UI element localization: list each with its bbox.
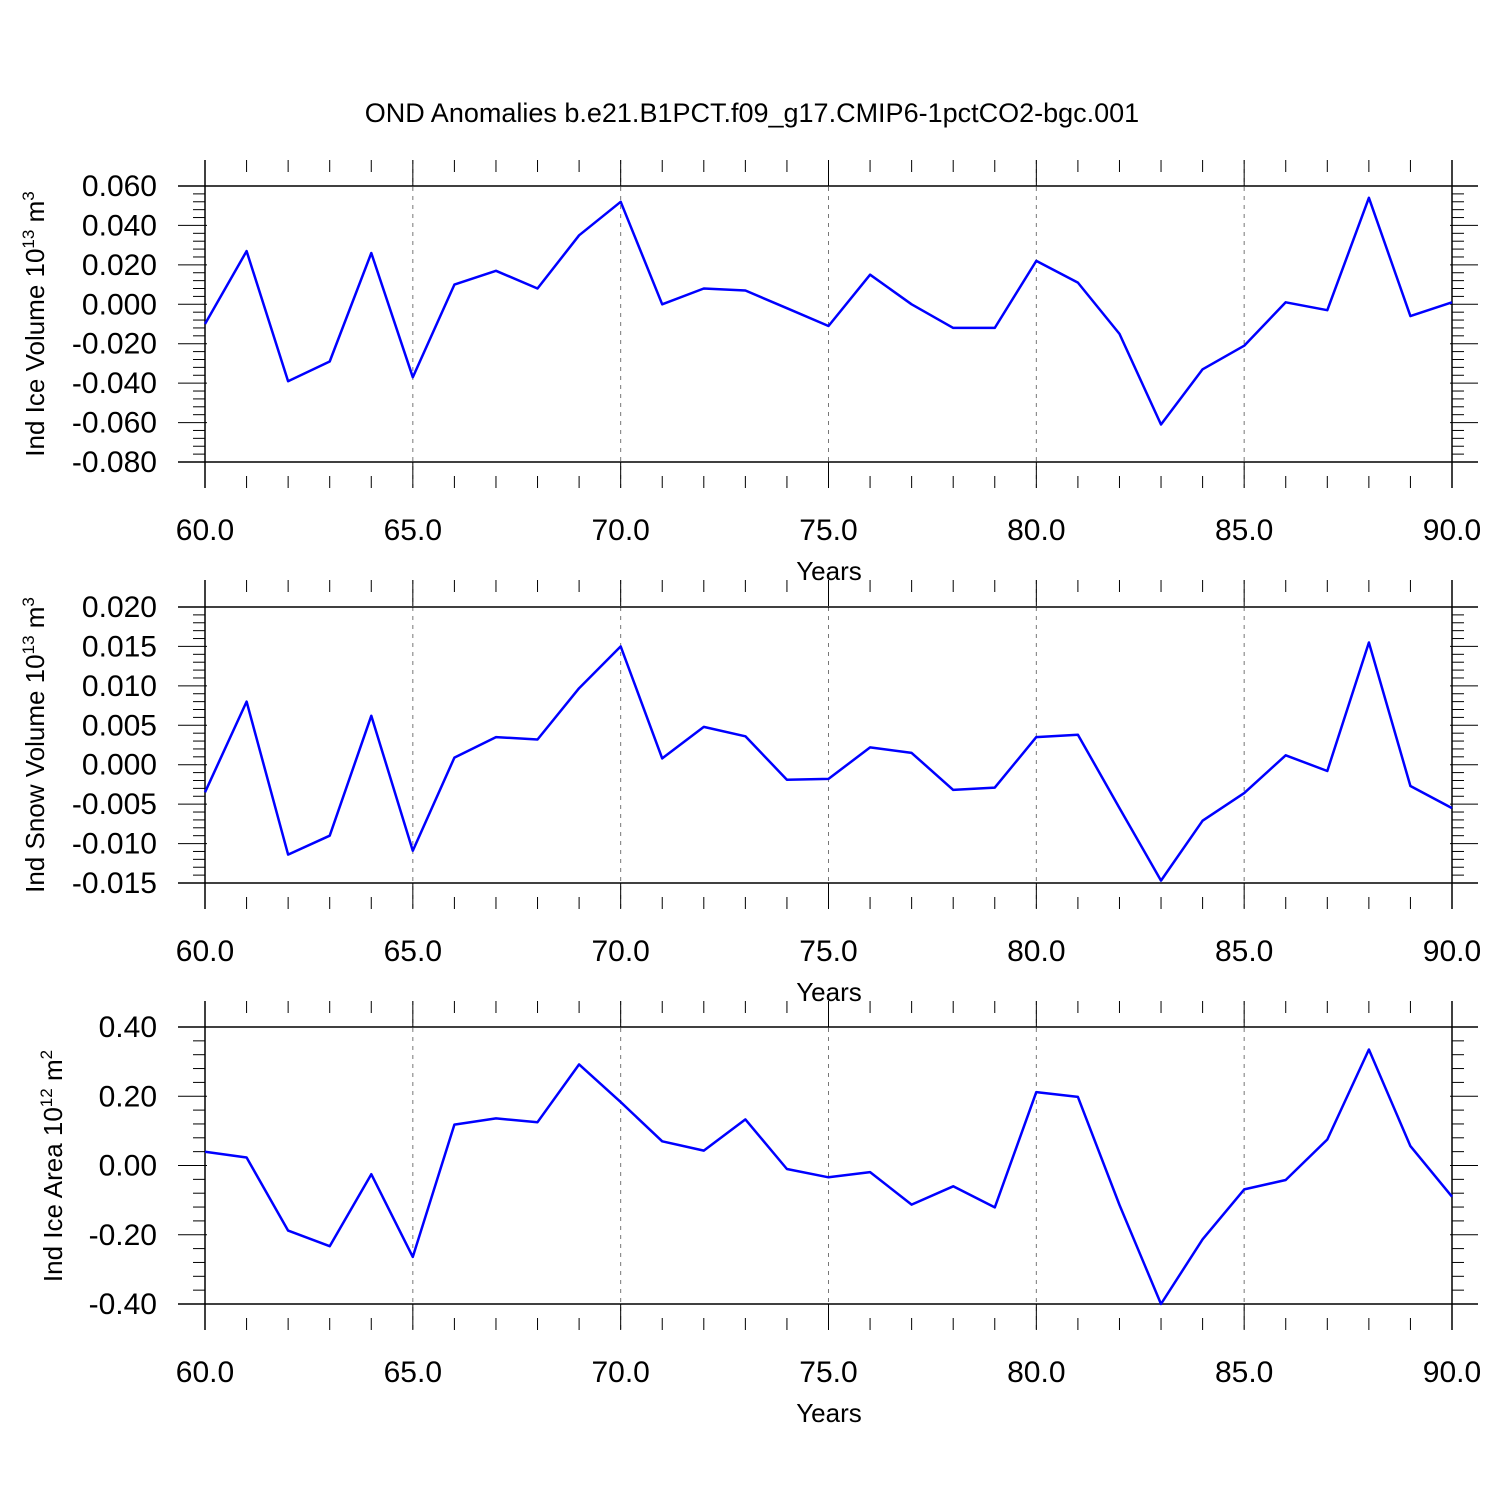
x-axis-label: Years bbox=[796, 1398, 862, 1428]
y-tick-label: -0.080 bbox=[72, 446, 157, 479]
y-tick-label: -0.005 bbox=[72, 788, 157, 821]
y-tick-label: 0.015 bbox=[82, 630, 157, 663]
x-tick-label: 70.0 bbox=[591, 514, 649, 547]
x-tick-label: 60.0 bbox=[176, 514, 234, 547]
x-tick-label: 85.0 bbox=[1215, 514, 1273, 547]
y-tick-label: 0.005 bbox=[82, 709, 157, 742]
x-tick-label: 80.0 bbox=[1007, 935, 1065, 968]
x-tick-label: 65.0 bbox=[384, 935, 442, 968]
x-tick-label: 65.0 bbox=[384, 1356, 442, 1389]
x-tick-label: 60.0 bbox=[176, 1356, 234, 1389]
y-tick-label: -0.020 bbox=[72, 328, 157, 361]
x-tick-label: 90.0 bbox=[1423, 514, 1481, 547]
y-axis-label: Ind Snow Volume 1013 m3 bbox=[19, 597, 50, 893]
series-line bbox=[203, 641, 1453, 882]
x-tick-label: 75.0 bbox=[799, 514, 857, 547]
y-tick-label: 0.40 bbox=[99, 1011, 157, 1044]
x-tick-label: 85.0 bbox=[1215, 1356, 1273, 1389]
y-tick-label: 0.20 bbox=[99, 1080, 157, 1113]
y-tick-label: -0.40 bbox=[89, 1288, 157, 1321]
x-tick-label: 75.0 bbox=[799, 935, 857, 968]
x-tick-label: 85.0 bbox=[1215, 935, 1273, 968]
x-tick-label: 70.0 bbox=[591, 935, 649, 968]
series-line bbox=[203, 196, 1453, 426]
y-axis-label: Ind Ice Volume 1013 m3 bbox=[19, 191, 50, 456]
y-tick-label: -0.060 bbox=[72, 407, 157, 440]
x-tick-label: 90.0 bbox=[1423, 1356, 1481, 1389]
x-tick-label: 65.0 bbox=[384, 514, 442, 547]
ice-volume-panel: 0.060 0.040 0.020 0.000 -0.020 -0.040 -0.060 -0… bbox=[19, 160, 1481, 586]
y-tick-label: 0.040 bbox=[82, 209, 157, 242]
figure-title: OND Anomalies b.e21.B1PCT.f09_g17.CMIP6-… bbox=[365, 98, 1139, 128]
y-tick-label: -0.20 bbox=[89, 1219, 157, 1252]
y-tick-label: 0.000 bbox=[82, 749, 157, 782]
series-line bbox=[204, 1048, 1453, 1306]
snow-volume-panel: 0.020 0.015 0.010 0.005 0.000 -0.005 -0.010 -0.… bbox=[19, 580, 1481, 1007]
x-tick-label: 80.0 bbox=[1007, 514, 1065, 547]
y-tick-label: 0.020 bbox=[82, 591, 157, 624]
x-tick-label: 60.0 bbox=[176, 935, 234, 968]
y-tick-label: 0.060 bbox=[82, 170, 157, 203]
y-tick-label: -0.015 bbox=[72, 867, 157, 900]
ice-area-panel: 0.40 0.20 0.00 -0.20 -0.40 60.0 65.0 70.0 75.0 80… bbox=[37, 1001, 1481, 1428]
y-tick-label: 0.00 bbox=[99, 1150, 157, 1183]
y-tick-label: 0.020 bbox=[82, 249, 157, 282]
y-tick-label: -0.010 bbox=[72, 828, 157, 861]
x-tick-label: 90.0 bbox=[1423, 935, 1481, 968]
x-tick-label: 80.0 bbox=[1007, 1356, 1065, 1389]
y-tick-label: 0.000 bbox=[82, 288, 157, 321]
y-axis-label: Ind Ice Area 1012 m2 bbox=[37, 1050, 68, 1282]
x-tick-label: 70.0 bbox=[591, 1356, 649, 1389]
y-tick-label: 0.010 bbox=[82, 670, 157, 703]
x-tick-label: 75.0 bbox=[799, 1356, 857, 1389]
y-tick-label: -0.040 bbox=[72, 367, 157, 400]
